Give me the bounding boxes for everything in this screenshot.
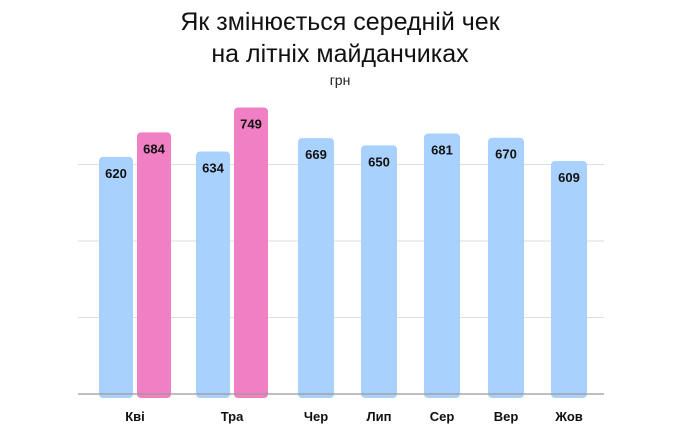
bar-Жов-series-1 — [551, 161, 587, 398]
chart-unit-label: грн — [329, 72, 351, 88]
data-label: 681 — [431, 143, 453, 158]
bar-Лип-series-1 — [361, 145, 397, 398]
data-label: 684 — [143, 141, 165, 156]
data-label: 749 — [240, 117, 262, 132]
data-label: 609 — [558, 170, 580, 185]
bar-Кві-series-1 — [99, 156, 133, 398]
x-tick-label: Чер — [304, 409, 328, 424]
x-tick-label: Сер — [430, 409, 455, 424]
x-tick-label: Вер — [494, 409, 519, 424]
data-label: 634 — [202, 160, 224, 175]
data-label: 650 — [368, 154, 390, 169]
bar-Тра-series-1 — [196, 151, 230, 398]
x-tick-label: Тра — [221, 409, 244, 424]
bar-Вер-series-1 — [488, 137, 524, 398]
bar-Тра-series-2 — [234, 107, 268, 398]
x-tick-label: Жов — [554, 409, 583, 424]
data-label: 670 — [495, 147, 517, 162]
data-label: 669 — [305, 147, 327, 162]
x-tick-label: Лип — [367, 409, 392, 424]
data-label: 620 — [105, 166, 127, 181]
bar-Сер-series-1 — [424, 133, 460, 398]
bar-Чер-series-1 — [298, 138, 334, 399]
bar-Кві-series-2 — [137, 132, 171, 398]
chart-title-line-1: Як змінюється середній чек — [180, 8, 500, 36]
chart-title-line-2: на літніх майданчиках — [211, 40, 469, 68]
x-tick-label: Кві — [125, 409, 145, 424]
